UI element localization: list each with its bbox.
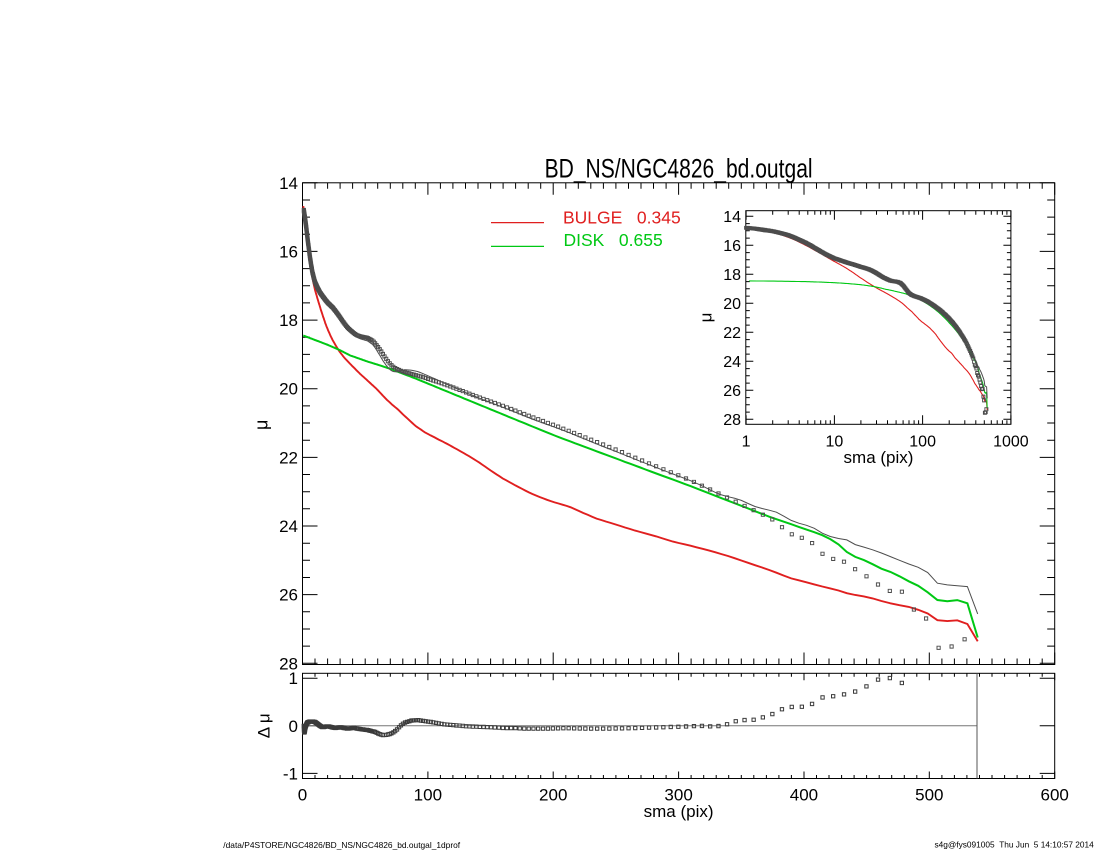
svg-text:28: 28	[279, 654, 298, 673]
svg-text:14: 14	[723, 209, 741, 226]
svg-text:18: 18	[279, 311, 298, 330]
svg-text:28: 28	[723, 412, 741, 429]
svg-text:20: 20	[723, 296, 741, 313]
svg-text:18: 18	[723, 267, 741, 284]
svg-text:26: 26	[279, 586, 298, 605]
svg-text:16: 16	[279, 242, 298, 261]
svg-text:BD_NS/NGC4826_bd.outgal: BD_NS/NGC4826_bd.outgal	[545, 153, 813, 183]
svg-text:24: 24	[279, 517, 298, 536]
svg-text:-1: -1	[283, 764, 298, 783]
svg-text:200: 200	[539, 786, 567, 805]
svg-text:300: 300	[664, 786, 692, 805]
svg-text:μ: μ	[697, 313, 716, 323]
svg-text:/data/P4STORE/NGC4826/BD_NS/NG: /data/P4STORE/NGC4826/BD_NS/NGC4826_bd.o…	[223, 840, 460, 850]
svg-text:0: 0	[298, 786, 307, 805]
svg-text:20: 20	[279, 380, 298, 399]
svg-text:22: 22	[723, 325, 741, 342]
svg-text:1000: 1000	[993, 434, 1029, 451]
svg-text:1: 1	[289, 669, 298, 688]
svg-text:500: 500	[915, 786, 943, 805]
svg-text:100: 100	[909, 434, 936, 451]
svg-text:μ: μ	[251, 420, 271, 430]
svg-text:600: 600	[1041, 786, 1069, 805]
svg-text:100: 100	[414, 786, 442, 805]
svg-text:24: 24	[723, 354, 741, 371]
svg-text:0: 0	[289, 717, 298, 736]
svg-text:22: 22	[279, 448, 298, 467]
svg-text:DISK 0.655: DISK 0.655	[564, 230, 663, 250]
svg-text:Δ μ: Δ μ	[255, 713, 274, 738]
svg-text:1: 1	[742, 434, 751, 451]
svg-text:sma (pix): sma (pix)	[844, 448, 914, 467]
svg-text:400: 400	[790, 786, 818, 805]
svg-text:BULGE 0.345: BULGE 0.345	[563, 208, 681, 228]
svg-text:sma (pix): sma (pix)	[644, 802, 714, 821]
svg-text:16: 16	[723, 238, 741, 255]
svg-text:s4g@fys091005 Thu Jun 5 14:1: s4g@fys091005 Thu Jun 5 14:10:57 2014	[935, 840, 1095, 850]
svg-text:10: 10	[825, 434, 843, 451]
svg-text:26: 26	[723, 383, 741, 400]
svg-text:14: 14	[279, 174, 298, 193]
